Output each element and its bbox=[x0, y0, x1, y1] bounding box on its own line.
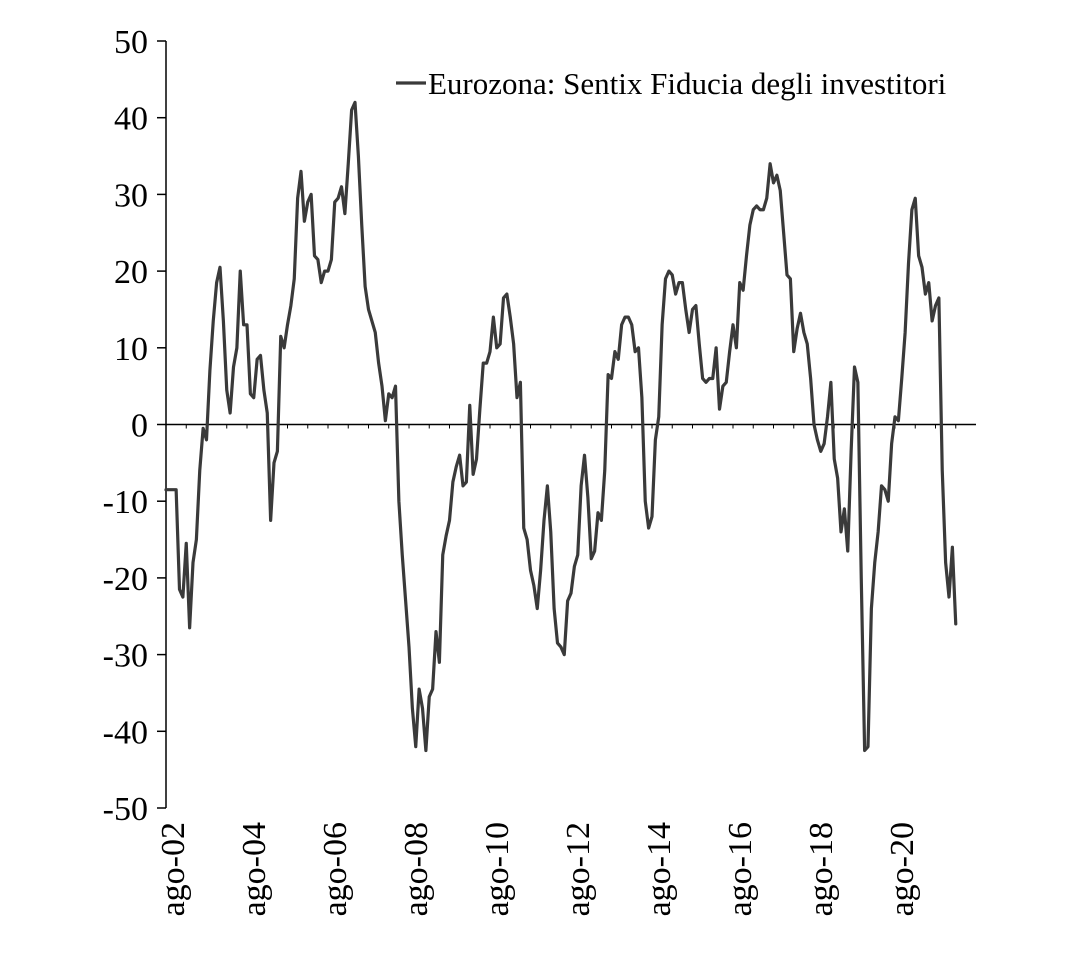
series-line-sentix bbox=[164, 100, 958, 753]
x-tick-label: ago-02 bbox=[155, 822, 192, 916]
x-tick-label: ago-14 bbox=[641, 822, 678, 916]
x-axis: ago-02 ago-04 ago-06 ago-08 ago-10 ago-12 ago-… bbox=[155, 822, 921, 916]
zero-line bbox=[165, 423, 976, 429]
y-tick-label: 0 bbox=[131, 408, 148, 445]
y-tick-label: -30 bbox=[103, 638, 148, 675]
x-tick-label: ago-04 bbox=[236, 822, 273, 916]
legend-label: Eurozona: Sentix Fiducia degli investito… bbox=[428, 66, 947, 101]
x-tick-label: ago-12 bbox=[560, 822, 597, 916]
x-tick-label: ago-20 bbox=[884, 822, 921, 916]
legend: Eurozona: Sentix Fiducia degli investito… bbox=[396, 66, 947, 101]
y-tick-label: 40 bbox=[114, 101, 148, 138]
x-tick-label: ago-16 bbox=[722, 822, 759, 916]
y-tick-label: -20 bbox=[103, 561, 148, 598]
y-tick-label: -50 bbox=[103, 791, 148, 828]
y-axis: 50 40 30 20 10 0 -10 -20 -30 -40 -50 bbox=[103, 24, 167, 828]
y-tick-label: 10 bbox=[114, 331, 148, 368]
x-tick-label: ago-10 bbox=[479, 822, 516, 916]
y-tick-label: 50 bbox=[114, 24, 148, 61]
x-tick-label: ago-18 bbox=[803, 822, 840, 916]
y-tick-label: -40 bbox=[103, 714, 148, 751]
series-layer bbox=[164, 100, 958, 753]
x-tick-label: ago-06 bbox=[317, 822, 354, 916]
x-tick-label: ago-08 bbox=[398, 822, 435, 916]
y-tick-label: 20 bbox=[114, 254, 148, 291]
y-tick-label: -10 bbox=[103, 484, 148, 521]
y-tick-label: 30 bbox=[114, 177, 148, 214]
